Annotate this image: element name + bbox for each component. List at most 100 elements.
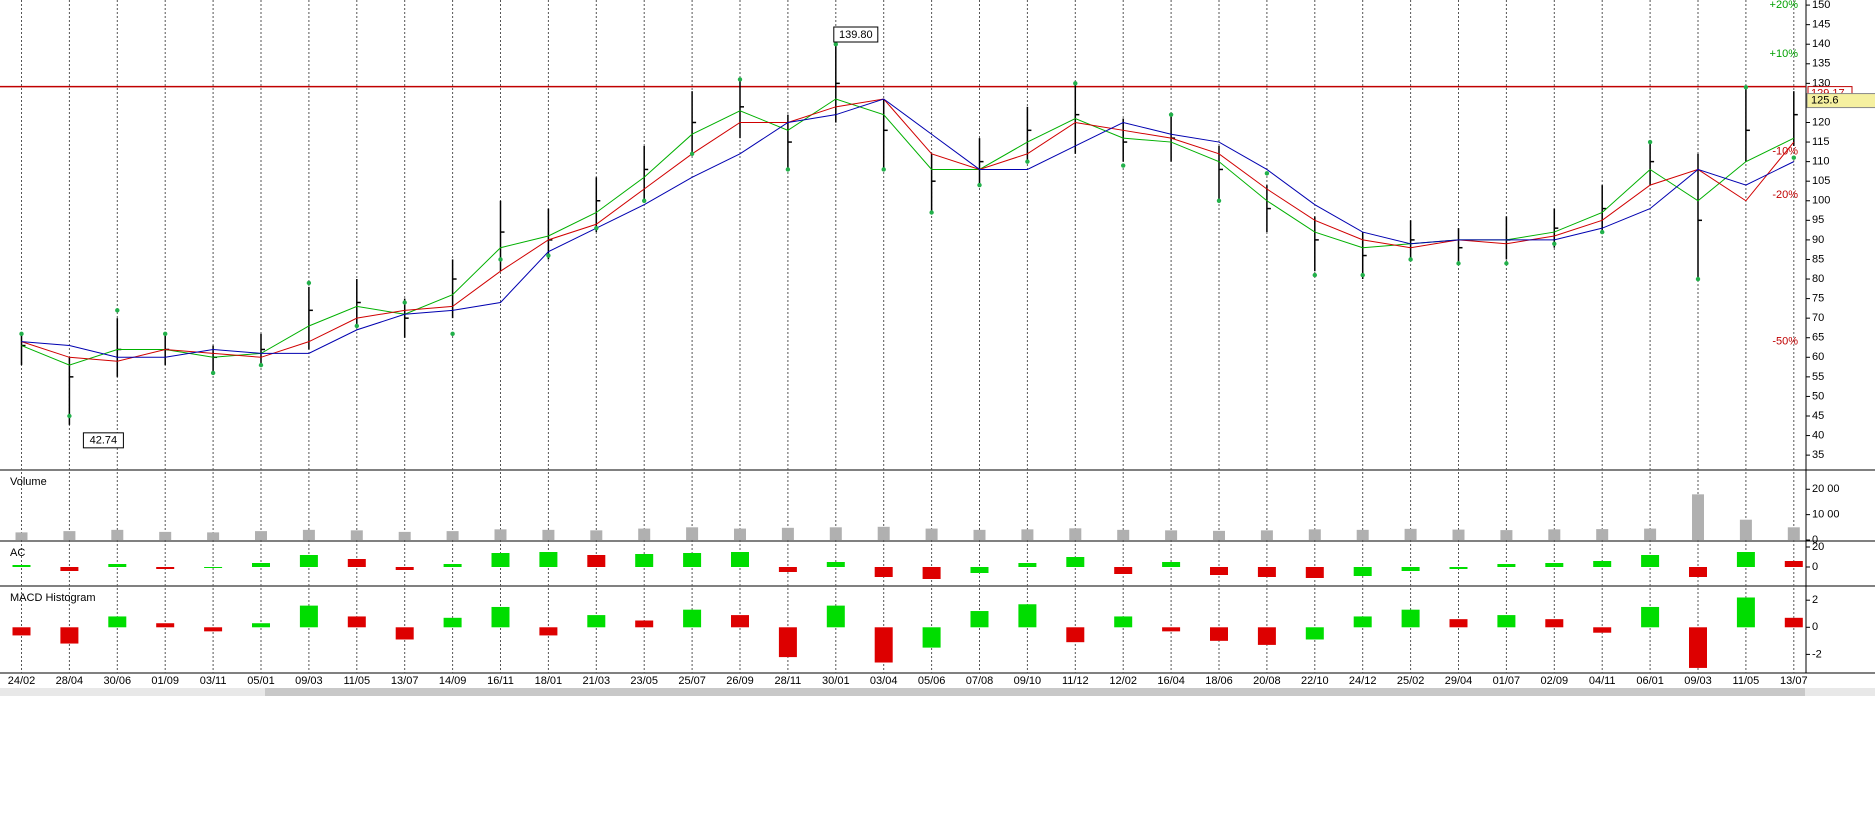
- sar-dot: [498, 257, 503, 262]
- volume-bar: [1021, 529, 1034, 540]
- x-tick-label: 25/02: [1397, 675, 1425, 687]
- y-tick-label: 120: [1812, 116, 1830, 128]
- histogram-bar: [970, 611, 989, 628]
- y-tick-label: 2: [1812, 594, 1818, 606]
- histogram-bar: [1305, 567, 1324, 578]
- sar-dot: [306, 280, 312, 286]
- histogram-bar: [922, 627, 941, 648]
- x-tick-label: 06/01: [1636, 675, 1664, 687]
- volume-bar: [1787, 527, 1800, 540]
- histogram-bar: [1545, 619, 1564, 628]
- histogram-bar: [395, 567, 414, 570]
- x-tick-label: 12/02: [1109, 675, 1137, 687]
- histogram-bar: [587, 615, 606, 628]
- percent-label: +10%: [1770, 48, 1799, 60]
- histogram-bar: [1641, 606, 1660, 628]
- panel-title: AC: [10, 547, 25, 559]
- histogram-bar: [683, 609, 702, 628]
- y-tick-label: 145: [1812, 19, 1830, 31]
- x-tick-label: 16/04: [1157, 675, 1185, 687]
- x-tick-label: 23/05: [630, 675, 658, 687]
- x-tick-label: 03/04: [870, 675, 898, 687]
- x-tick-label: 26/09: [726, 675, 754, 687]
- histogram-bar: [1689, 627, 1707, 668]
- histogram-bar: [1641, 555, 1660, 567]
- sar-dot: [19, 331, 24, 337]
- y-tick-label: 105: [1812, 175, 1830, 187]
- histogram-bar: [731, 552, 749, 567]
- volume-bar: [159, 531, 172, 540]
- x-tick-label: 11/05: [1733, 675, 1760, 687]
- y-tick-label: 60: [1812, 351, 1824, 363]
- x-tick-label: 13/07: [1780, 675, 1808, 687]
- sar-dot: [1408, 257, 1413, 262]
- histogram-bar: [1066, 627, 1085, 643]
- volume-bar: [302, 529, 315, 540]
- histogram-bar: [1401, 567, 1420, 571]
- histogram-bar: [1449, 619, 1468, 628]
- volume-bar: [15, 532, 28, 540]
- histogram-bar: [299, 605, 318, 628]
- sar-dot: [1360, 272, 1365, 278]
- x-tick-label: 30/01: [822, 675, 850, 687]
- sar-dot: [1121, 163, 1126, 168]
- volume-bar: [1308, 529, 1321, 540]
- min-label-box: [82, 432, 124, 449]
- sar-dot: [354, 323, 359, 329]
- x-tick-label: 18/06: [1205, 675, 1233, 687]
- sar-dot: [546, 253, 551, 258]
- histogram-bar: [1018, 563, 1037, 567]
- volume-bar: [781, 527, 794, 540]
- histogram-bar: [1784, 561, 1803, 567]
- sar-dot: [785, 167, 791, 172]
- volume-bar: [973, 529, 986, 540]
- last-price: 125.6: [1811, 94, 1839, 106]
- x-tick-label: 24/02: [8, 675, 36, 687]
- y-tick-label: -2: [1812, 648, 1822, 660]
- volume-bar: [446, 531, 459, 540]
- volume-bar: [1356, 529, 1369, 540]
- histogram-bar: [1353, 616, 1372, 628]
- volume-bar: [542, 529, 555, 540]
- sar-dot: [67, 413, 72, 419]
- volume-bar: [494, 529, 507, 540]
- histogram-bar: [1305, 627, 1324, 640]
- volume-bar: [1260, 530, 1273, 540]
- histogram-bar: [1449, 567, 1468, 569]
- histogram-bar: [252, 623, 270, 628]
- min-label: 42.74: [90, 435, 118, 447]
- y-tick-label: 140: [1812, 38, 1830, 50]
- histogram-bar: [826, 562, 845, 567]
- volume-bar: [1644, 528, 1657, 540]
- volume-bar: [1500, 530, 1513, 540]
- sar-dot: [1264, 171, 1270, 176]
- sar-dot: [1025, 159, 1030, 164]
- histogram-bar: [683, 553, 702, 567]
- sar-dot: [210, 370, 216, 376]
- histogram-bar: [60, 567, 79, 571]
- volume-bar: [1404, 528, 1417, 540]
- y-tick-label: 0: [1812, 561, 1818, 573]
- sar-dot: [1647, 139, 1653, 145]
- x-tick-label: 21/03: [583, 675, 611, 687]
- volume-bar: [638, 528, 651, 540]
- sar-dot: [737, 77, 743, 82]
- scrollbar-thumb[interactable]: [265, 688, 1805, 696]
- volume-bar: [1548, 529, 1561, 540]
- sar-dot: [1168, 112, 1174, 117]
- histogram-bar: [635, 620, 654, 628]
- histogram-bar: [874, 567, 893, 577]
- sar-dot: [1743, 85, 1749, 90]
- panel-title: MACD Histogram: [10, 592, 96, 604]
- x-tick-label: 28/11: [775, 675, 802, 687]
- x-tick-label: 22/10: [1301, 675, 1329, 687]
- sar-dot: [1695, 276, 1701, 282]
- histogram-bar: [1257, 567, 1276, 577]
- x-tick-label: 04/11: [1589, 675, 1616, 687]
- histogram-bar: [1593, 561, 1612, 567]
- x-tick-label: 16/11: [487, 675, 514, 687]
- sar-dot: [450, 331, 455, 337]
- volume-bar: [398, 531, 411, 540]
- y-tick-label: 90: [1812, 234, 1824, 246]
